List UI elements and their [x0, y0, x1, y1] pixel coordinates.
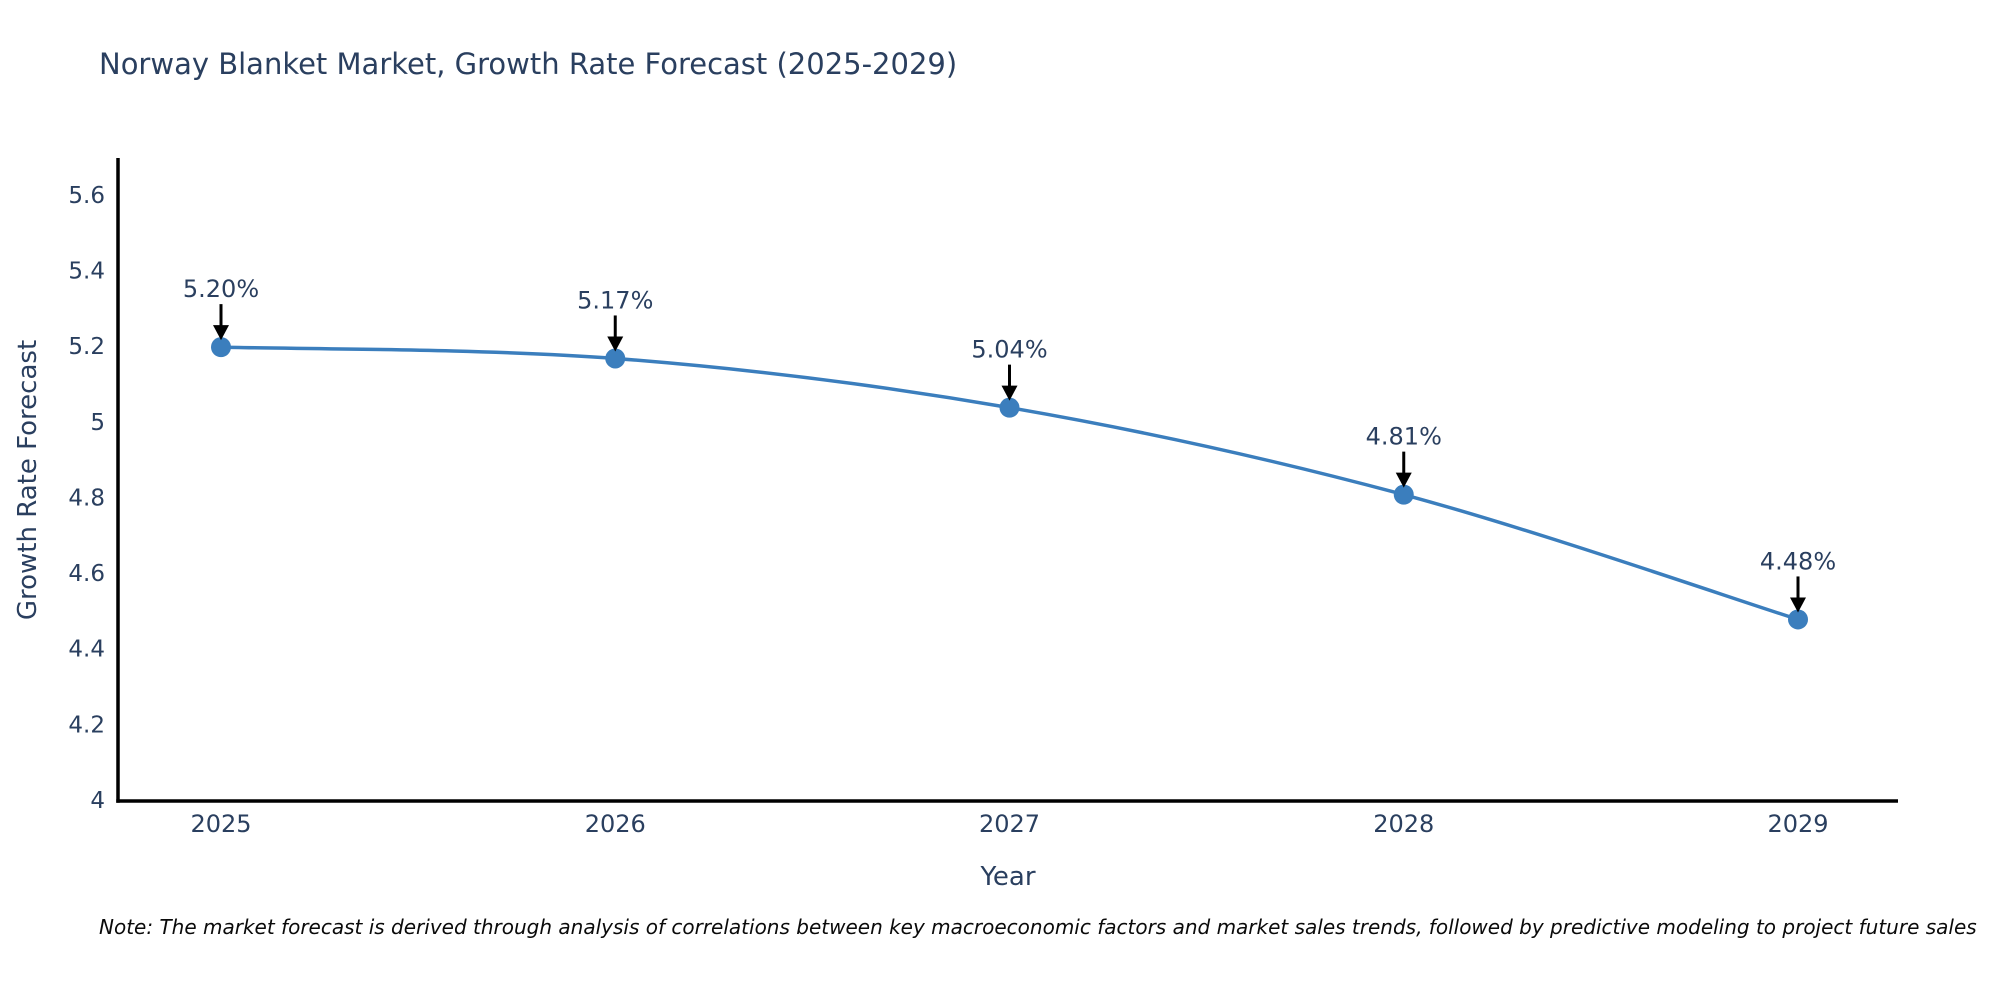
y-tick-label: 5.2 — [68, 334, 105, 360]
point-label-2025: 5.20% — [183, 275, 259, 303]
data-point-2026[interactable] — [605, 348, 626, 369]
annotation-arrowhead — [607, 336, 624, 352]
data-point-2028[interactable] — [1393, 484, 1414, 505]
point-label-2028: 4.81% — [1366, 423, 1442, 451]
y-tick-label: 4.8 — [68, 485, 105, 511]
point-label-2026: 5.17% — [577, 286, 653, 314]
footnote: Note: The market forecast is derived thr… — [99, 915, 1977, 939]
annotation-arrowhead — [1790, 597, 1806, 613]
annotation-arrowhead — [1001, 385, 1018, 401]
chart-title: Norway Blanket Market, Growth Rate Forec… — [99, 47, 958, 81]
x-tick-label: 2028 — [1373, 810, 1434, 838]
annotation-arrowhead — [1395, 472, 1412, 488]
point-label-2027: 5.04% — [971, 336, 1047, 364]
point-label-2029: 4.48% — [1760, 547, 1836, 575]
y-tick-label: 5 — [90, 410, 105, 436]
y-tick-label: 5.6 — [68, 183, 105, 209]
y-tick-label: 5.4 — [68, 258, 105, 284]
y-tick-label: 4.6 — [68, 561, 105, 587]
y-tick-label: 4.4 — [68, 637, 105, 663]
x-axis-title: Year — [980, 862, 1036, 892]
y-axis-title: Growth Rate Forecast — [13, 339, 43, 621]
y-tick-label: 4.2 — [68, 712, 105, 738]
x-tick-label: 2026 — [585, 810, 646, 838]
data-point-2029[interactable] — [1788, 609, 1808, 630]
x-tick-label: 2027 — [979, 810, 1040, 838]
data-point-2027[interactable] — [999, 397, 1020, 418]
y-tick-label: 4 — [90, 788, 105, 814]
annotation-arrowhead — [213, 325, 229, 341]
x-tick-label: 2029 — [1767, 810, 1828, 838]
data-point-2025[interactable] — [211, 337, 231, 358]
x-tick-label: 2025 — [190, 810, 251, 838]
